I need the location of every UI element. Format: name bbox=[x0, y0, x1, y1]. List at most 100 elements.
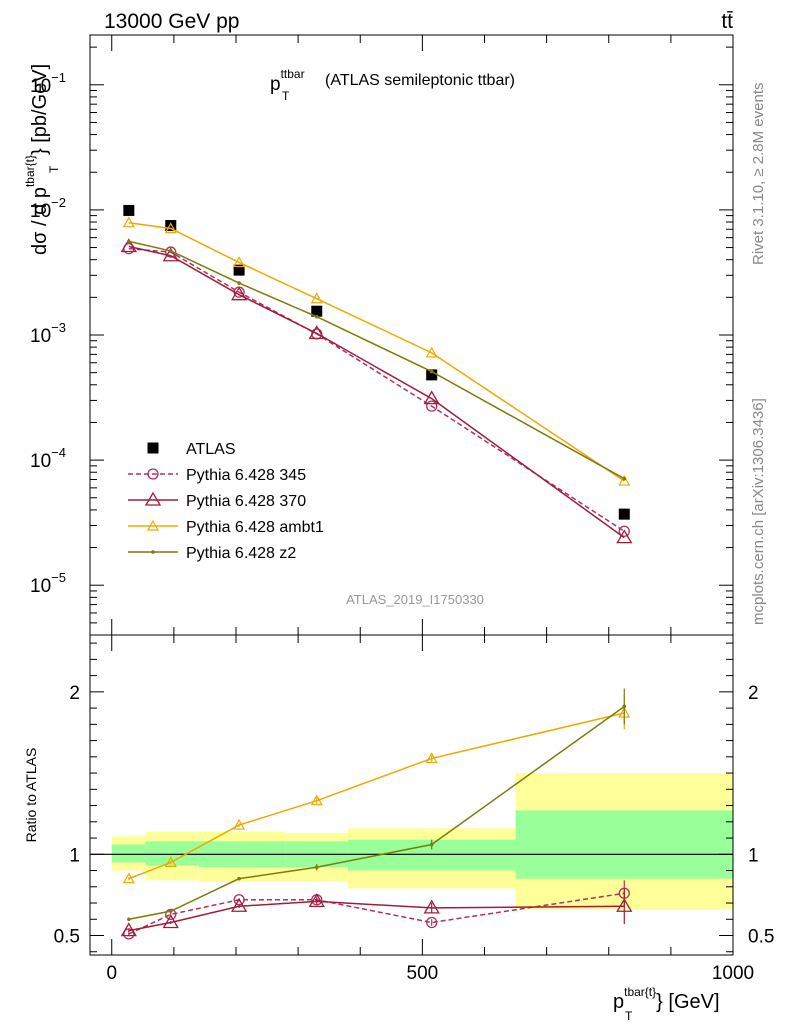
main-x-ticks bbox=[111, 35, 734, 635]
series-line-z2 bbox=[128, 240, 625, 480]
ratio-panel: 0.5 0.5 1 1 2 2 0 500 1000 Ratio to ATLAS ptbar… bbox=[23, 634, 774, 1023]
ratio-y-axis-label: Ratio to ATLAS bbox=[23, 748, 39, 843]
ratio-point-ambt1-3 bbox=[310, 794, 323, 806]
ratio-series-z2 bbox=[127, 688, 627, 922]
point-ambt1-2 bbox=[233, 256, 246, 268]
ratio-line-p370 bbox=[128, 900, 625, 932]
ratio-point-p370-4 bbox=[423, 899, 440, 914]
ratio-y-axis: 0.5 0.5 1 1 2 2 bbox=[54, 642, 774, 953]
ratio-point-p370-0 bbox=[120, 922, 137, 937]
legend-entry-ambt1: Pythia 6.428 ambt1 bbox=[128, 519, 324, 536]
main-ytick-label-2: 10−3 bbox=[30, 320, 66, 347]
ratio-point-ambt1-4 bbox=[425, 752, 438, 764]
main-plot-content bbox=[120, 204, 633, 544]
legend-label-p345: Pythia 6.428 345 bbox=[186, 467, 306, 484]
series-p370 bbox=[120, 238, 633, 544]
ratio-point-p370-1 bbox=[162, 914, 179, 929]
ylabel-part-sub: T bbox=[47, 165, 61, 173]
point-atlas-5 bbox=[618, 508, 630, 520]
ratio-point-p370-2 bbox=[230, 897, 248, 912]
main-ytick-label-0: 10−5 bbox=[30, 570, 66, 597]
legend-entry-atlas: ATLAS bbox=[147, 441, 236, 458]
series-z2 bbox=[127, 239, 627, 481]
legend-marker-z2 bbox=[151, 550, 155, 554]
main-ytick-label-3: 10−2 bbox=[30, 195, 66, 222]
xlabel-part-sup: tbar{t} bbox=[624, 985, 656, 999]
xtick-label-2: 1000 bbox=[712, 963, 754, 984]
point-p370-3 bbox=[308, 325, 325, 340]
ratio-point-p370-3 bbox=[308, 893, 325, 908]
series-atlas bbox=[123, 204, 630, 520]
point-z2-1 bbox=[168, 249, 173, 253]
ylabel-part-sup: tbar{t} bbox=[23, 155, 37, 187]
point-atlas-3 bbox=[311, 305, 323, 317]
side-label-rivet: Rivet 3.1.10, ≥ 2.8M events bbox=[750, 83, 767, 266]
legend-entry-p345: Pythia 6.428 345 bbox=[128, 467, 306, 484]
point-z2-0 bbox=[127, 239, 131, 244]
ratio-point-p345-0 bbox=[123, 928, 135, 940]
series-line-p370 bbox=[128, 245, 625, 539]
ratio-ytick-label-2: 2 bbox=[69, 683, 80, 704]
main-ytick-label-4: 10−1 bbox=[30, 70, 66, 97]
svg-text:dσ / d ptbar{t}} [pb/GeV]: dσ / d ptbar{t}} [pb/GeV] bbox=[23, 64, 51, 255]
main-plot-title-rest: (ATLAS semileptonic ttbar) bbox=[325, 72, 515, 89]
analysis-tag: ATLAS_2019_I1750330 bbox=[346, 592, 484, 607]
legend-label-atlas: ATLAS bbox=[186, 441, 236, 458]
point-atlas-4 bbox=[426, 369, 438, 381]
xtick-label-0: 0 bbox=[106, 963, 117, 984]
point-p370-0 bbox=[120, 238, 137, 253]
xlabel-part-b: } [GeV] bbox=[656, 991, 719, 1013]
x-axis-label: ptbar{t}} [GeV] T bbox=[613, 985, 720, 1023]
ratio-line-ambt1 bbox=[128, 712, 625, 880]
band-inner-5 bbox=[515, 810, 733, 879]
ylabel-part-b: } [pb/GeV] bbox=[29, 64, 51, 155]
point-p370-5 bbox=[616, 529, 633, 544]
point-ambt1-1 bbox=[164, 222, 177, 234]
legend-marker-ambt1 bbox=[146, 519, 160, 531]
main-panel: 10−5 10−4 10−3 10−2 10−1 pttbar T (ATLAS sem… bbox=[23, 34, 734, 636]
point-z2-3 bbox=[314, 314, 319, 319]
point-ambt1-0 bbox=[122, 216, 135, 228]
ratio-point-p345-4 bbox=[426, 916, 438, 929]
main-ytick-label-1: 10−4 bbox=[30, 445, 66, 472]
xlabel-part-a: p bbox=[613, 991, 624, 1013]
ratio-frame bbox=[89, 634, 734, 956]
ratio-point-p370-5 bbox=[616, 897, 633, 912]
legend-marker-p345 bbox=[147, 468, 159, 480]
series-line-ambt1 bbox=[128, 221, 625, 482]
ratio-ytick-label-0: 0.5 bbox=[54, 927, 80, 948]
ratio-point-z2-4 bbox=[429, 842, 434, 847]
point-z2-2 bbox=[237, 281, 241, 285]
point-z2-5 bbox=[622, 476, 627, 481]
side-label-mcplots: mcplots.cern.ch [arXiv:1306.3436] bbox=[750, 398, 767, 625]
main-plot-title: pttbar bbox=[270, 67, 305, 95]
legend-marker-p370 bbox=[144, 491, 162, 506]
svg-text:ptbar{t}} [GeV]: ptbar{t}} [GeV] bbox=[613, 985, 720, 1013]
point-atlas-1 bbox=[165, 220, 177, 232]
ratio-point-ambt1-1 bbox=[164, 856, 177, 868]
ratio-ytick-label-right-2: 2 bbox=[748, 683, 759, 704]
legend-label-p370: Pythia 6.428 370 bbox=[186, 493, 306, 510]
legend: ATLAS Pythia 6.428 345 Pythia 6.428 370 Pyt… bbox=[128, 441, 324, 562]
point-p370-2 bbox=[230, 286, 248, 301]
point-atlas-0 bbox=[123, 204, 135, 216]
point-p345-5 bbox=[618, 525, 630, 537]
main-y-axis: 10−5 10−4 10−3 10−2 10−1 bbox=[30, 46, 733, 636]
ratio-line-z2 bbox=[128, 705, 625, 921]
ratio-ytick-label-1: 1 bbox=[69, 845, 80, 866]
ratio-ytick-label-right-0: 0.5 bbox=[748, 927, 774, 948]
point-atlas-2 bbox=[233, 264, 245, 276]
header-process-label: tt̄ bbox=[721, 10, 733, 33]
ratio-point-z2-1 bbox=[168, 909, 173, 913]
ratio-x-axis: 0 500 1000 bbox=[106, 635, 754, 984]
header-energy-label: 13000 GeV pp bbox=[104, 10, 239, 33]
point-ambt1-5 bbox=[618, 474, 631, 486]
ratio-point-ambt1-0 bbox=[122, 872, 135, 884]
point-p370-1 bbox=[162, 247, 179, 262]
xtick-label-1: 500 bbox=[407, 963, 439, 984]
legend-marker-atlas bbox=[147, 442, 159, 454]
legend-label-z2: Pythia 6.428 z2 bbox=[186, 545, 296, 562]
point-ambt1-3 bbox=[310, 292, 323, 304]
ratio-line-p345 bbox=[128, 892, 625, 935]
